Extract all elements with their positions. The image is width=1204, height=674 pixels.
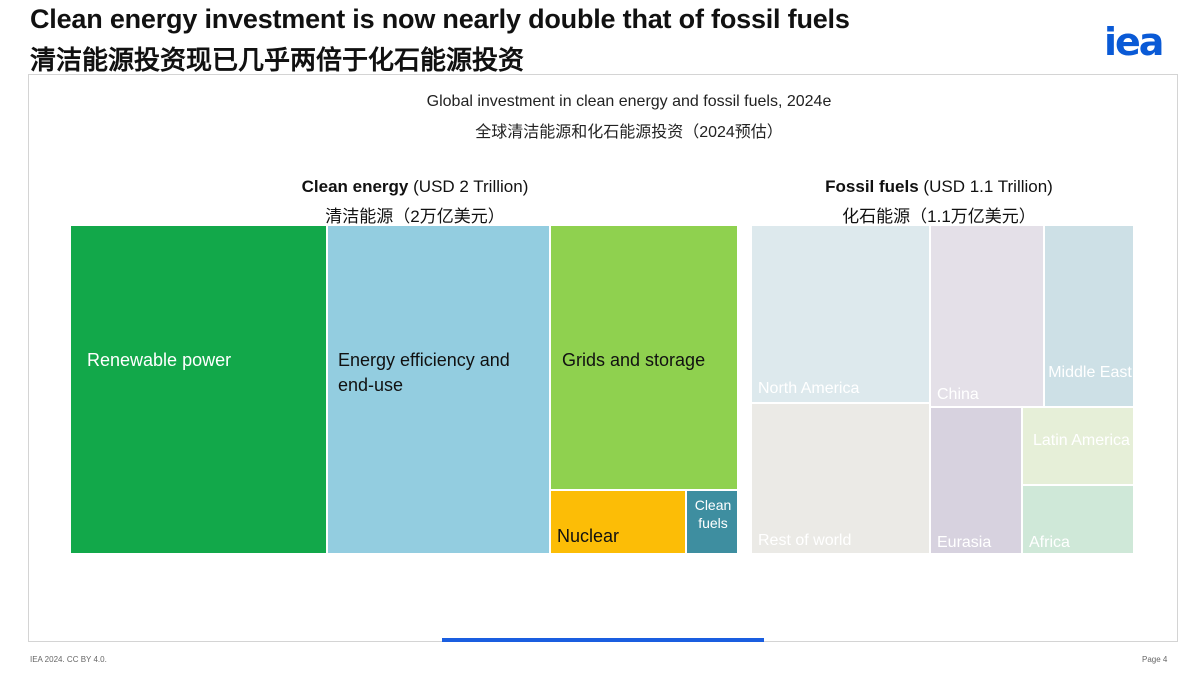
chart-title: Global investment in clean energy and fo… <box>426 93 832 110</box>
treemap-tile-label: North America <box>758 380 860 397</box>
clean-energy-header: Clean energy (USD 2 Trillion) <box>215 177 615 197</box>
clean-energy-name: Clean energy <box>301 177 409 196</box>
treemap-tile-label: Africa <box>1029 534 1070 551</box>
treemap-tile-rest-of-world: Rest of world <box>751 403 930 554</box>
fossil-fuels-header-zh: 化石能源（1.1万亿美元） <box>842 207 1036 226</box>
treemap-tile-label: China <box>937 386 979 403</box>
clean-energy-header-zh: 清洁能源（2万亿美元） <box>325 207 505 226</box>
treemap-tile-north-america: North America <box>751 225 930 403</box>
treemap-tile-latin-america: Latin America <box>1022 407 1134 485</box>
treemap-tile-label: Clean fuels <box>694 497 732 531</box>
treemap-tile-renewable-power: Renewable power <box>70 225 327 554</box>
footer-credit: IEA 2024. CC BY 4.0. <box>30 655 107 664</box>
chart-title-zh: 全球清洁能源和化石能源投资（2024预估） <box>475 124 783 141</box>
slide-title-zh: 清洁能源投资现已几乎两倍于化石能源投资 <box>30 45 525 75</box>
treemap-tile-label: Rest of world <box>758 532 852 549</box>
treemap-tile-grids-and-storage: Grids and storage <box>550 225 738 490</box>
treemap-tile-nuclear: Nuclear <box>550 490 686 554</box>
treemap-tile-africa: Africa <box>1022 485 1134 554</box>
treemap-tile-label: Grids and storage <box>562 350 706 370</box>
treemap-tile-energy-efficiency-and-end-use: Energy efficiency and end-use <box>327 225 550 554</box>
treemap-tile-clean-fuels: Clean fuels <box>686 490 738 554</box>
fossil-fuels-amount: (USD 1.1 Trillion) <box>923 177 1053 196</box>
clean-energy-amount: (USD 2 Trillion) <box>413 177 529 196</box>
fossil-fuels-header: Fossil fuels (USD 1.1 Trillion) <box>739 177 1139 197</box>
treemap-tile-eurasia: Eurasia <box>930 407 1022 554</box>
slide-title-en: Clean energy investment is now nearly do… <box>30 4 850 34</box>
treemap-tile-middle-east: Middle East <box>1044 225 1134 407</box>
treemap-tile-label: Renewable power <box>87 350 232 370</box>
treemap-tile-label: Latin America <box>1033 432 1130 449</box>
treemap-tile-label: Middle East <box>1048 364 1132 381</box>
treemap-tile-china: China <box>930 225 1044 407</box>
footer-page-number: Page 4 <box>1142 655 1168 664</box>
treemap-tile-label: Eurasia <box>937 534 992 551</box>
slide-progress-bar <box>442 638 764 642</box>
fossil-fuels-name: Fossil fuels <box>825 177 919 196</box>
iea-logo: iea <box>1104 20 1164 64</box>
treemap-tile-label: Nuclear <box>557 526 620 546</box>
treemap-tile-label: Energy efficiency and end-use <box>338 350 510 395</box>
